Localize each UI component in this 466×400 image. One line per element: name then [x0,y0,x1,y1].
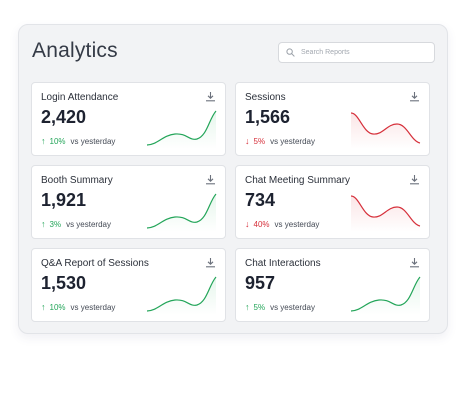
trend-percent: 40% [253,219,270,229]
sparkline-line [350,276,421,312]
trend-comparison: vs yesterday [66,219,111,229]
card-value: 1,566 [245,107,291,127]
sparkline-line [146,276,217,312]
trend-comparison: vs yesterday [274,219,320,229]
card-title: Login Attendance [41,92,119,103]
sparkline [146,276,217,315]
card-title: Sessions [245,92,286,103]
report-card[interactable]: Booth Summary 1,921 ↑ 3% vs yesterday [31,165,226,239]
report-card[interactable]: Chat Meeting Summary 734 ↓ 40% vs yesterday [235,165,430,239]
sparkline [350,112,421,149]
sparkline-area [147,277,216,315]
sparkline-area [147,111,216,149]
trend-percent: 5% [253,302,266,312]
search-icon [286,48,295,57]
sparkline-line [146,193,217,229]
trend-indicator: ↓ 5% vs yesterday [245,136,315,146]
trend-indicator: ↑ 10% vs yesterday [41,302,115,312]
arrow-up-icon: ↑ [41,219,46,229]
search-placeholder: Search Reports [301,49,350,56]
sparkline-line [146,110,217,146]
sparkline [350,276,421,315]
download-icon[interactable] [409,174,420,185]
trend-comparison: vs yesterday [70,136,116,146]
trend-comparison: vs yesterday [270,136,315,146]
trend-comparison: vs yesterday [270,302,315,312]
card-value: 734 [245,190,276,210]
download-icon[interactable] [205,257,216,268]
sparkline [350,195,421,232]
arrow-down-icon: ↓ [245,136,250,146]
card-title: Q&A Report of Sessions [41,258,149,269]
trend-indicator: ↑ 5% vs yesterday [245,302,315,312]
sparkline-area [147,194,216,232]
report-card[interactable]: Chat Interactions 957 ↑ 5% vs yesterday [235,248,430,322]
report-card[interactable]: Sessions 1,566 ↓ 5% vs yesterday [235,82,430,156]
trend-indicator: ↑ 3% vs yesterday [41,219,111,229]
download-icon[interactable] [205,174,216,185]
sparkline [146,110,217,149]
download-icon[interactable] [409,91,420,102]
arrow-up-icon: ↑ [41,302,46,312]
trend-comparison: vs yesterday [70,302,116,312]
card-value: 1,921 [41,190,87,210]
card-value: 1,530 [41,273,87,293]
report-card[interactable]: Q&A Report of Sessions 1,530 ↑ 10% vs yester… [31,248,226,322]
card-title: Chat Meeting Summary [245,175,351,186]
card-value: 957 [245,273,276,293]
trend-percent: 10% [49,302,66,312]
card-value: 2,420 [41,107,87,127]
page-title: Analytics [32,39,118,62]
trend-percent: 5% [253,136,266,146]
download-icon[interactable] [409,257,420,268]
sparkline-area [351,196,420,232]
sparkline-area [351,113,420,149]
sparkline [146,193,217,232]
analytics-panel: Analytics Search Reports Login Attendanc… [18,24,448,334]
trend-percent: 10% [49,136,66,146]
sparkline-area [351,277,420,315]
sparkline-line [350,112,421,144]
search-input[interactable]: Search Reports [278,42,435,63]
sparkline-line [350,195,421,227]
card-title: Booth Summary [41,175,113,186]
card-title: Chat Interactions [245,258,321,269]
arrow-up-icon: ↑ [245,302,250,312]
arrow-down-icon: ↓ [245,219,250,229]
arrow-up-icon: ↑ [41,136,46,146]
trend-indicator: ↑ 10% vs yesterday [41,136,115,146]
trend-percent: 3% [49,219,62,229]
download-icon[interactable] [205,91,216,102]
report-card[interactable]: Login Attendance 2,420 ↑ 10% vs yesterday [31,82,226,156]
trend-indicator: ↓ 40% vs yesterday [245,219,319,229]
